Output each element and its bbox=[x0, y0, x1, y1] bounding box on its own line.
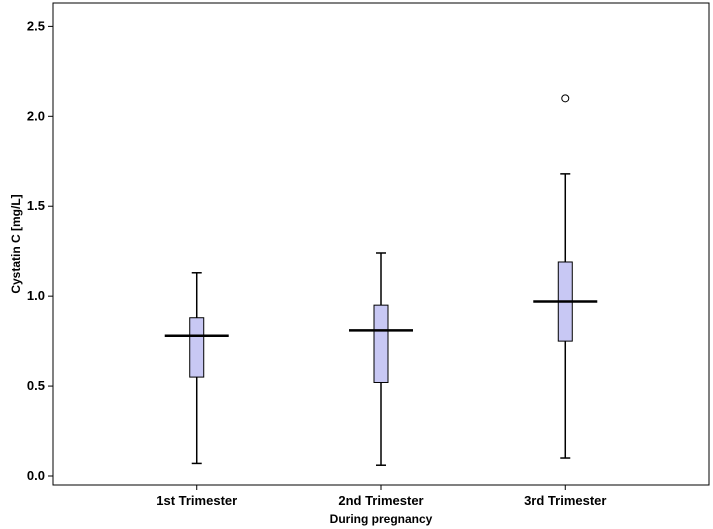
x-axis-title: During pregnancy bbox=[330, 512, 433, 526]
y-tick-label: 2.5 bbox=[27, 18, 45, 33]
y-axis: 0.0 0.5 1.0 1.5 2.0 2.5 bbox=[27, 18, 53, 483]
iqr-box bbox=[373, 304, 389, 383]
box-group bbox=[164, 94, 598, 466]
y-tick-label: 1.0 bbox=[27, 288, 45, 303]
y-tick-label: 1.5 bbox=[27, 198, 45, 213]
x-axis: 1st Trimester 2nd Trimester 3rd Trimester bbox=[156, 485, 606, 508]
box-1 bbox=[164, 272, 229, 465]
box-3 bbox=[533, 94, 598, 459]
outlier-point bbox=[561, 94, 570, 103]
iqr-box bbox=[189, 317, 205, 378]
y-axis-title: Cystatin C [mg/L] bbox=[9, 194, 23, 293]
y-tick-label: 0.0 bbox=[27, 468, 45, 483]
x-tick-label: 2nd Trimester bbox=[338, 493, 423, 508]
x-tick-label: 3rd Trimester bbox=[524, 493, 606, 508]
box-2 bbox=[349, 252, 413, 466]
y-tick-label: 2.0 bbox=[27, 108, 45, 123]
y-tick-label: 0.5 bbox=[27, 378, 45, 393]
x-tick-label: 1st Trimester bbox=[156, 493, 237, 508]
